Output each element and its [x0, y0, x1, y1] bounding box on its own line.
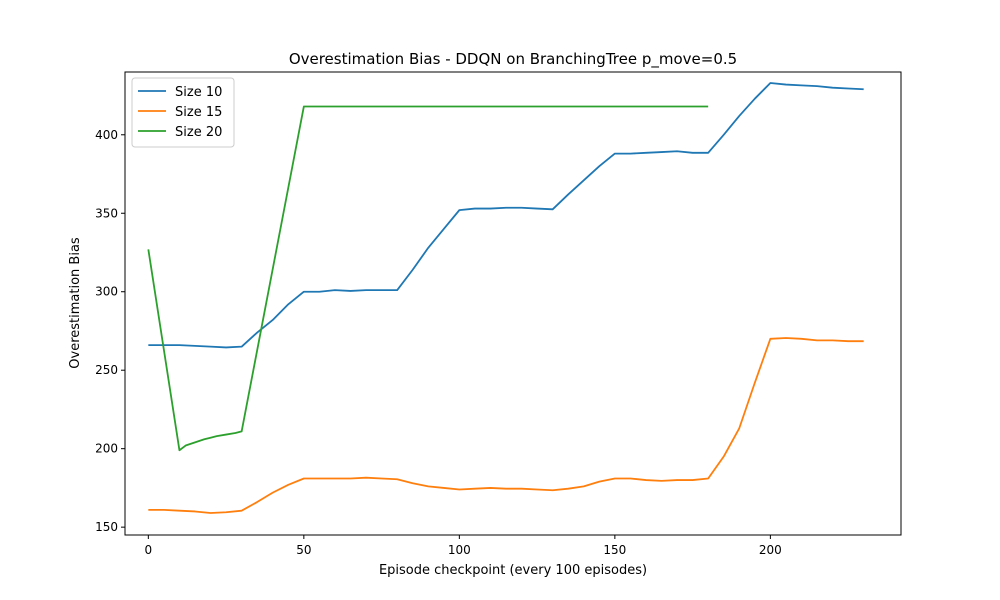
- x-tick-label: 0: [145, 543, 153, 557]
- legend: Size 10 Size 15 Size 20: [131, 77, 235, 148]
- series-line-size-10: [148, 82, 864, 349]
- series-lines: [147, 82, 864, 514]
- series-line-size-20: [147, 105, 709, 452]
- x-axis-label: Episode checkpoint (every 100 episodes): [379, 563, 647, 578]
- plot-area: [124, 71, 902, 536]
- x-tick-label: 200: [759, 543, 782, 557]
- series-line-size-15: [148, 337, 864, 514]
- chart-title: Overestimation Bias - DDQN on BranchingT…: [289, 50, 737, 69]
- legend-label: Size 15: [175, 105, 222, 120]
- y-tick-label: 400: [95, 128, 118, 142]
- y-tick-label: 250: [95, 363, 118, 377]
- legend-label: Size 10: [175, 85, 222, 100]
- x-tick-label: 50: [296, 543, 311, 557]
- y-tick-label: 350: [95, 206, 118, 220]
- y-tick-label: 150: [95, 520, 118, 534]
- legend-box: [131, 77, 235, 148]
- x-tick-label: 150: [603, 543, 626, 557]
- legend-label: Size 20: [175, 125, 222, 140]
- x-axis-ticks: 0 50 100 150 200: [145, 535, 782, 557]
- y-tick-label: 300: [95, 285, 118, 299]
- y-tick-label: 200: [95, 442, 118, 456]
- y-axis-label: Overestimation Bias: [68, 237, 83, 369]
- y-axis-ticks: 150 200 250 300 350 400: [95, 128, 125, 534]
- x-tick-label: 100: [448, 543, 471, 557]
